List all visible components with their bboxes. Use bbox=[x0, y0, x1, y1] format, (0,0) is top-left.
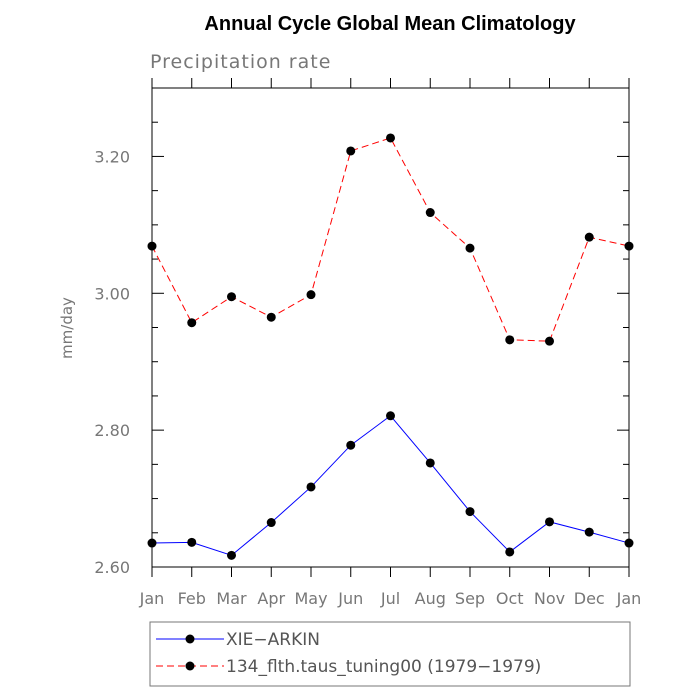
legend-marker bbox=[185, 661, 195, 671]
y-tick-label: 2.60 bbox=[94, 558, 130, 577]
data-point bbox=[227, 550, 236, 560]
chart-subtitle: Precipitation rate bbox=[150, 51, 331, 73]
data-point bbox=[545, 517, 554, 527]
x-tick-label: Jan bbox=[139, 589, 165, 608]
data-point bbox=[624, 538, 634, 548]
data-point bbox=[187, 537, 197, 547]
data-point bbox=[187, 318, 197, 328]
x-tick-label: Apr bbox=[257, 589, 285, 608]
data-point bbox=[306, 482, 316, 492]
legend: XIE−ARKIN 134_flth.taus_tuning00 (1979−19… bbox=[149, 621, 631, 687]
x-tick-label: Feb bbox=[178, 589, 206, 608]
series-layer bbox=[147, 133, 634, 560]
data-point bbox=[386, 411, 395, 421]
y-tick-label: 3.00 bbox=[94, 284, 130, 303]
data-point bbox=[624, 241, 634, 251]
data-point bbox=[346, 440, 356, 450]
x-tick-label: Dec bbox=[574, 589, 605, 608]
data-point bbox=[584, 527, 594, 537]
x-tick-label: Jun bbox=[337, 589, 363, 608]
y-axis-label: mm/day bbox=[58, 297, 76, 359]
series-1 bbox=[147, 411, 634, 560]
data-point bbox=[306, 290, 316, 300]
y-tick-labels: 2.60 2.80 3.00 3.20 bbox=[94, 147, 130, 577]
y-tick-label: 3.20 bbox=[94, 147, 130, 166]
data-point bbox=[266, 518, 276, 528]
data-point bbox=[147, 538, 157, 548]
x-tick-label: Jul bbox=[380, 589, 400, 608]
data-point bbox=[227, 292, 236, 302]
chart-title: Annual Cycle Global Mean Climatology bbox=[204, 13, 576, 35]
data-point bbox=[465, 507, 475, 517]
legend-marker bbox=[185, 634, 195, 644]
data-point bbox=[386, 133, 395, 143]
data-point bbox=[425, 208, 435, 218]
axis-ticks bbox=[151, 78, 630, 577]
data-point bbox=[505, 335, 515, 345]
data-point bbox=[266, 312, 276, 322]
x-tick-label: May bbox=[294, 589, 327, 608]
data-point bbox=[545, 336, 554, 346]
plot-frame bbox=[151, 87, 630, 568]
legend-entry-label: XIE−ARKIN bbox=[226, 630, 320, 650]
data-point bbox=[346, 146, 356, 156]
y-tick-label: 2.80 bbox=[94, 421, 130, 440]
legend-entry-label: 134_flth.taus_tuning00 (1979−1979) bbox=[226, 657, 541, 677]
x-tick-label: Nov bbox=[534, 589, 565, 608]
data-point bbox=[465, 243, 475, 253]
x-tick-labels: Jan Feb Mar Apr May Jun Jul Aug Sep Oct Nov Dec Jan bbox=[139, 589, 642, 608]
series-2 bbox=[147, 133, 634, 346]
series-line bbox=[151, 137, 630, 342]
x-tick-label: Mar bbox=[216, 589, 247, 608]
series-line bbox=[151, 415, 630, 556]
data-point bbox=[147, 241, 157, 251]
data-point bbox=[505, 547, 515, 557]
data-point bbox=[584, 232, 594, 242]
x-tick-label: Jan bbox=[616, 589, 642, 608]
legend-box bbox=[149, 621, 631, 687]
x-tick-label: Oct bbox=[496, 589, 524, 608]
x-tick-label: Sep bbox=[455, 589, 485, 608]
data-point bbox=[425, 458, 435, 468]
x-tick-label: Aug bbox=[415, 589, 446, 608]
